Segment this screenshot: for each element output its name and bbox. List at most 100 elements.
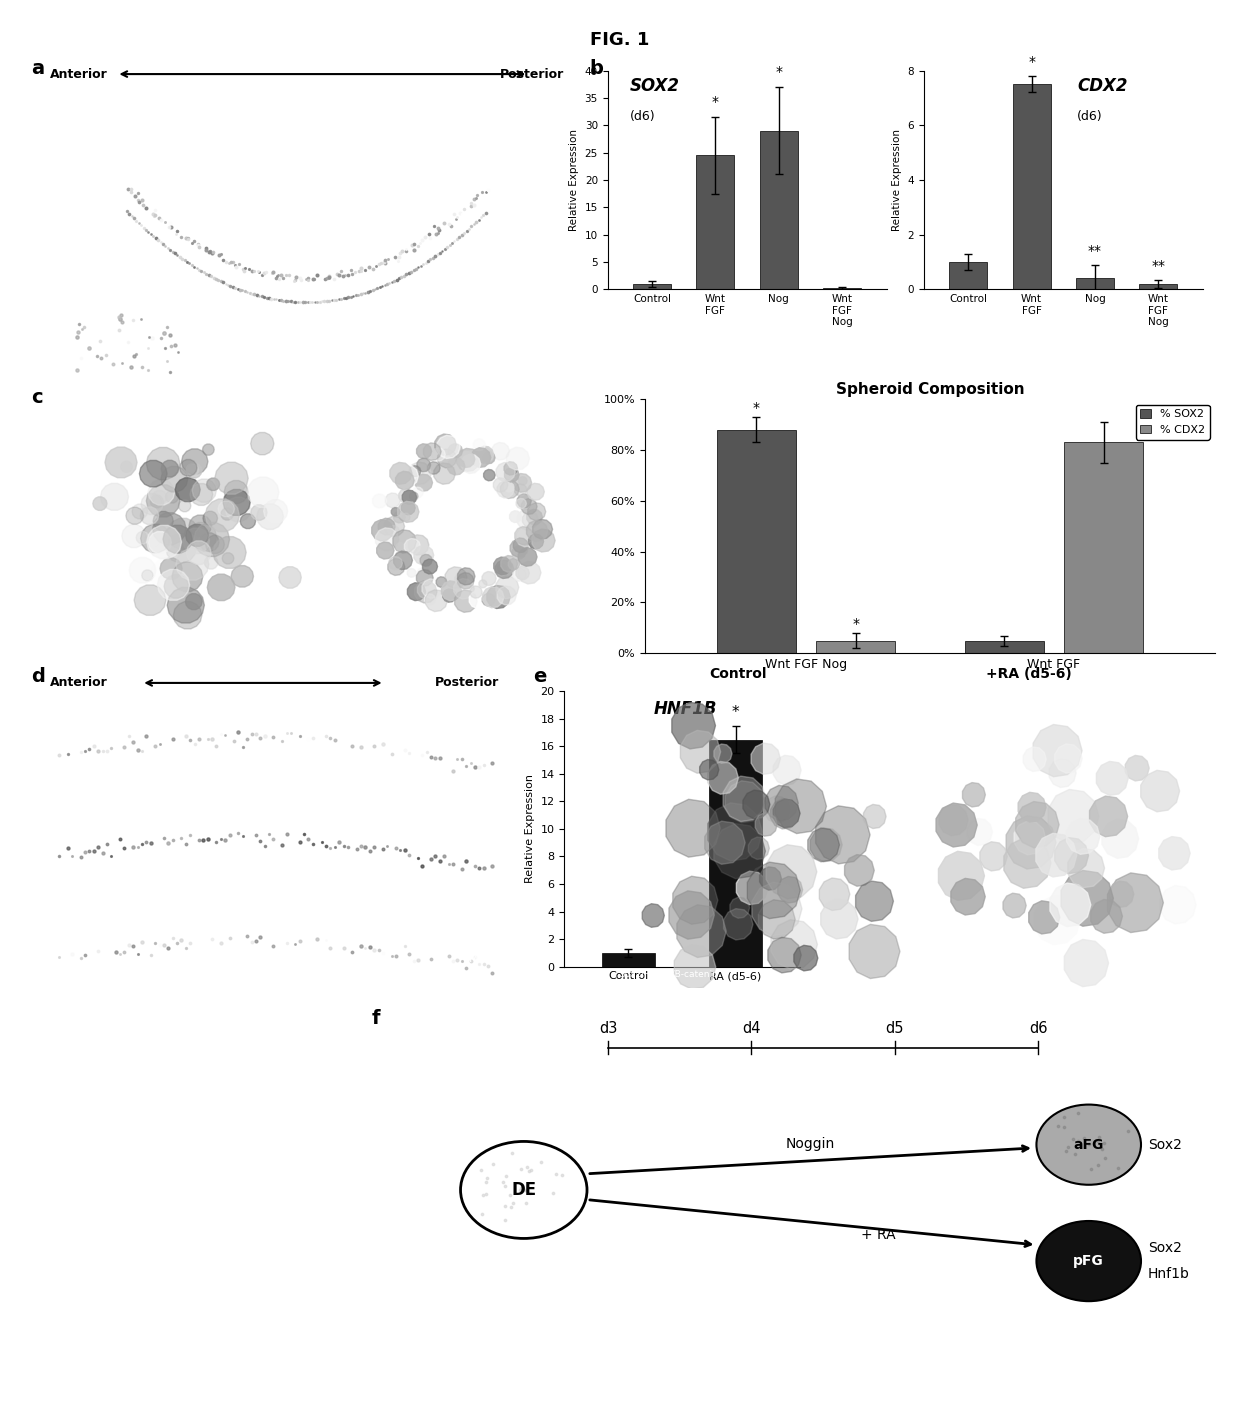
- Point: [141, 223, 161, 246]
- Point: [176, 832, 196, 855]
- Text: pFG: pFG: [1074, 1254, 1104, 1268]
- Point: [154, 322, 174, 344]
- Point: [119, 202, 139, 224]
- Point: [303, 291, 322, 313]
- Polygon shape: [150, 495, 164, 508]
- Point: [511, 1158, 531, 1181]
- Polygon shape: [186, 540, 211, 564]
- Polygon shape: [528, 535, 543, 549]
- Point: [469, 209, 489, 231]
- Polygon shape: [505, 483, 513, 492]
- Polygon shape: [458, 573, 474, 588]
- Point: [351, 735, 371, 758]
- Point: [177, 251, 197, 274]
- Point: [117, 200, 136, 223]
- Polygon shape: [146, 485, 180, 516]
- Point: [382, 945, 402, 968]
- Point: [389, 241, 409, 264]
- Point: [207, 830, 227, 852]
- Point: [76, 739, 95, 762]
- Polygon shape: [409, 492, 418, 501]
- Point: [213, 248, 233, 271]
- Point: [384, 270, 404, 292]
- Polygon shape: [807, 828, 839, 862]
- Point: [133, 930, 153, 952]
- Point: [382, 271, 402, 293]
- Point: [193, 828, 213, 851]
- Polygon shape: [164, 574, 188, 598]
- Point: [208, 244, 228, 267]
- Point: [502, 1192, 522, 1215]
- Point: [68, 320, 88, 343]
- Polygon shape: [470, 586, 482, 598]
- Point: [465, 855, 485, 878]
- Point: [389, 246, 409, 268]
- Point: [211, 243, 231, 265]
- Point: [510, 1178, 529, 1201]
- Polygon shape: [515, 484, 527, 497]
- Point: [180, 729, 200, 752]
- Text: SOX2: SOX2: [630, 78, 680, 95]
- Point: [193, 261, 213, 284]
- Point: [150, 734, 170, 756]
- Polygon shape: [407, 569, 417, 577]
- Text: + RA: + RA: [861, 1228, 895, 1242]
- Polygon shape: [443, 588, 456, 602]
- Point: [517, 1156, 537, 1178]
- Polygon shape: [122, 525, 146, 547]
- Point: [196, 238, 216, 261]
- Text: FIG. 1: FIG. 1: [590, 31, 650, 49]
- Point: [234, 257, 254, 279]
- Polygon shape: [448, 444, 463, 459]
- Point: [250, 727, 270, 749]
- Polygon shape: [461, 454, 481, 474]
- Polygon shape: [737, 871, 768, 904]
- Point: [334, 834, 353, 856]
- Point: [88, 739, 108, 762]
- Point: [188, 728, 208, 751]
- Text: Sox2: Sox2: [476, 751, 503, 762]
- Point: [413, 744, 433, 766]
- Polygon shape: [153, 512, 186, 545]
- Point: [353, 282, 373, 305]
- Point: [131, 214, 151, 237]
- Polygon shape: [516, 566, 529, 580]
- Polygon shape: [436, 577, 446, 587]
- Point: [320, 265, 340, 288]
- Polygon shape: [811, 828, 842, 862]
- Point: [321, 289, 341, 312]
- Text: (d6): (d6): [630, 110, 656, 123]
- Point: [91, 346, 110, 368]
- Point: [470, 856, 490, 879]
- Text: Sox2: Sox2: [1148, 1242, 1182, 1256]
- Point: [145, 199, 165, 222]
- Point: [233, 825, 253, 848]
- Point: [234, 279, 254, 302]
- Point: [180, 933, 200, 955]
- Polygon shape: [393, 529, 417, 553]
- Point: [246, 824, 265, 847]
- Text: Sox2: Sox2: [1148, 1137, 1182, 1151]
- Point: [310, 267, 330, 289]
- Polygon shape: [432, 447, 445, 461]
- Point: [151, 209, 171, 231]
- Text: Hnf1β: Hnf1β: [470, 852, 503, 864]
- Point: [248, 260, 268, 282]
- Point: [76, 944, 95, 967]
- Point: [356, 281, 376, 303]
- Point: [399, 844, 419, 866]
- Polygon shape: [533, 519, 553, 539]
- Polygon shape: [215, 463, 248, 494]
- Point: [226, 277, 246, 299]
- Point: [312, 291, 332, 313]
- Point: [425, 244, 445, 267]
- Point: [456, 220, 476, 243]
- Point: [404, 238, 424, 261]
- Point: [202, 241, 222, 264]
- Point: [327, 262, 347, 285]
- Point: [155, 210, 175, 233]
- Polygon shape: [179, 499, 191, 512]
- Point: [543, 1182, 563, 1205]
- Point: [367, 277, 387, 299]
- Polygon shape: [1014, 821, 1045, 855]
